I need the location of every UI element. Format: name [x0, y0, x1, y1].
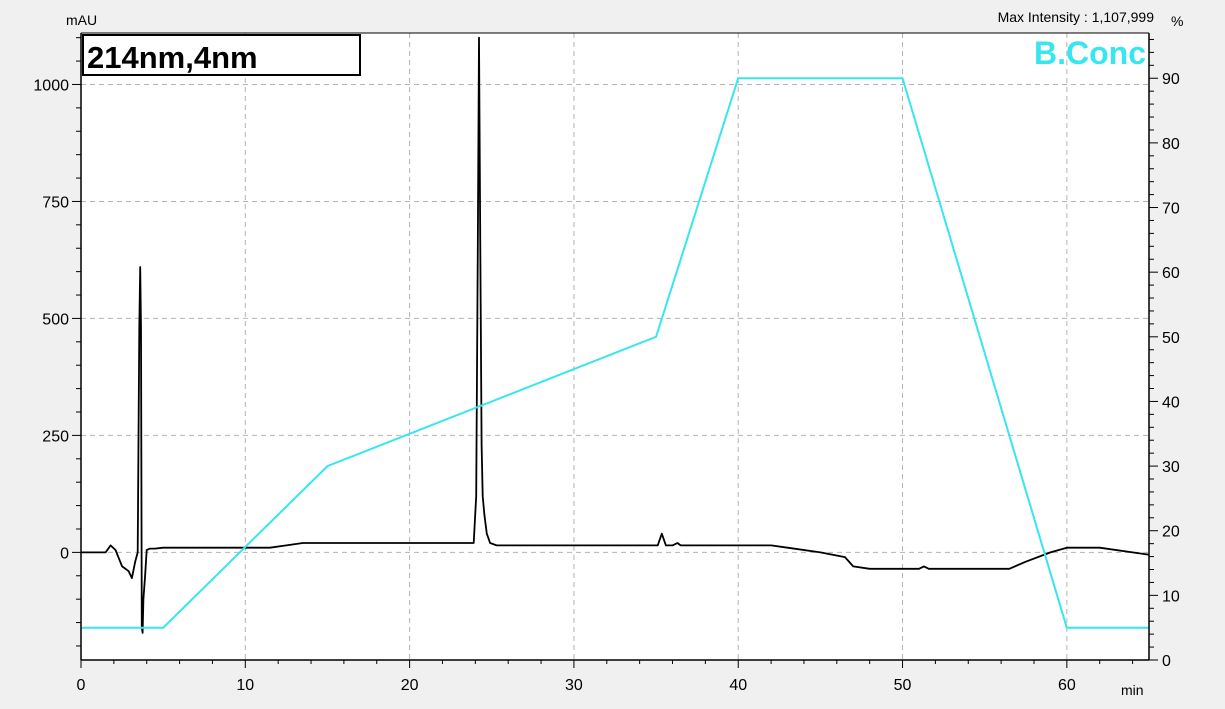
- left-tick-label: 500: [42, 311, 69, 328]
- x-tick-label: 40: [729, 677, 747, 694]
- wavelength-label: 214nm,4nm: [87, 40, 258, 75]
- right-tick-label: 30: [1162, 459, 1180, 476]
- right-tick-label: 60: [1162, 265, 1180, 282]
- chromatogram-trace: [81, 36, 1150, 634]
- left-tick-label: 750: [42, 194, 69, 211]
- x-tick-label: 60: [1058, 677, 1076, 694]
- axis-ticks: 0 10 20 30 40 50 60 0 250 500 750 1000 0 10 20 30 40 50 60…: [33, 37, 1180, 694]
- right-tick-label: 50: [1162, 330, 1180, 347]
- right-tick-label: 20: [1162, 524, 1180, 541]
- x-tick-label: 20: [401, 677, 419, 694]
- left-axis-unit-label: mAU: [66, 12, 97, 28]
- max-intensity-label: Max Intensity : 1,107,999: [998, 9, 1155, 25]
- x-tick-label: 0: [77, 677, 86, 694]
- right-tick-label: 80: [1162, 136, 1180, 153]
- left-tick-label: 1000: [33, 77, 69, 94]
- right-tick-label: 90: [1162, 71, 1180, 88]
- left-tick-label: 0: [60, 545, 69, 562]
- right-tick-label: 10: [1162, 588, 1180, 605]
- x-axis-unit-label: min: [1121, 682, 1144, 698]
- plot-series: [81, 36, 1150, 634]
- gradient-series-label: B.Conc: [1034, 35, 1146, 71]
- plot-area: [81, 33, 1149, 660]
- right-axis-unit-label: %: [1171, 13, 1183, 29]
- x-tick-label: 30: [565, 677, 583, 694]
- b-conc-gradient-line: [81, 77, 1149, 629]
- right-tick-label: 40: [1162, 394, 1180, 411]
- x-tick-label: 50: [894, 677, 912, 694]
- x-tick-label: 10: [236, 677, 254, 694]
- left-tick-label: 250: [42, 428, 69, 445]
- right-tick-label: 0: [1162, 653, 1171, 670]
- grid-lines: [81, 33, 1149, 660]
- right-tick-label: 70: [1162, 201, 1180, 218]
- wavelength-label-box: [82, 34, 361, 76]
